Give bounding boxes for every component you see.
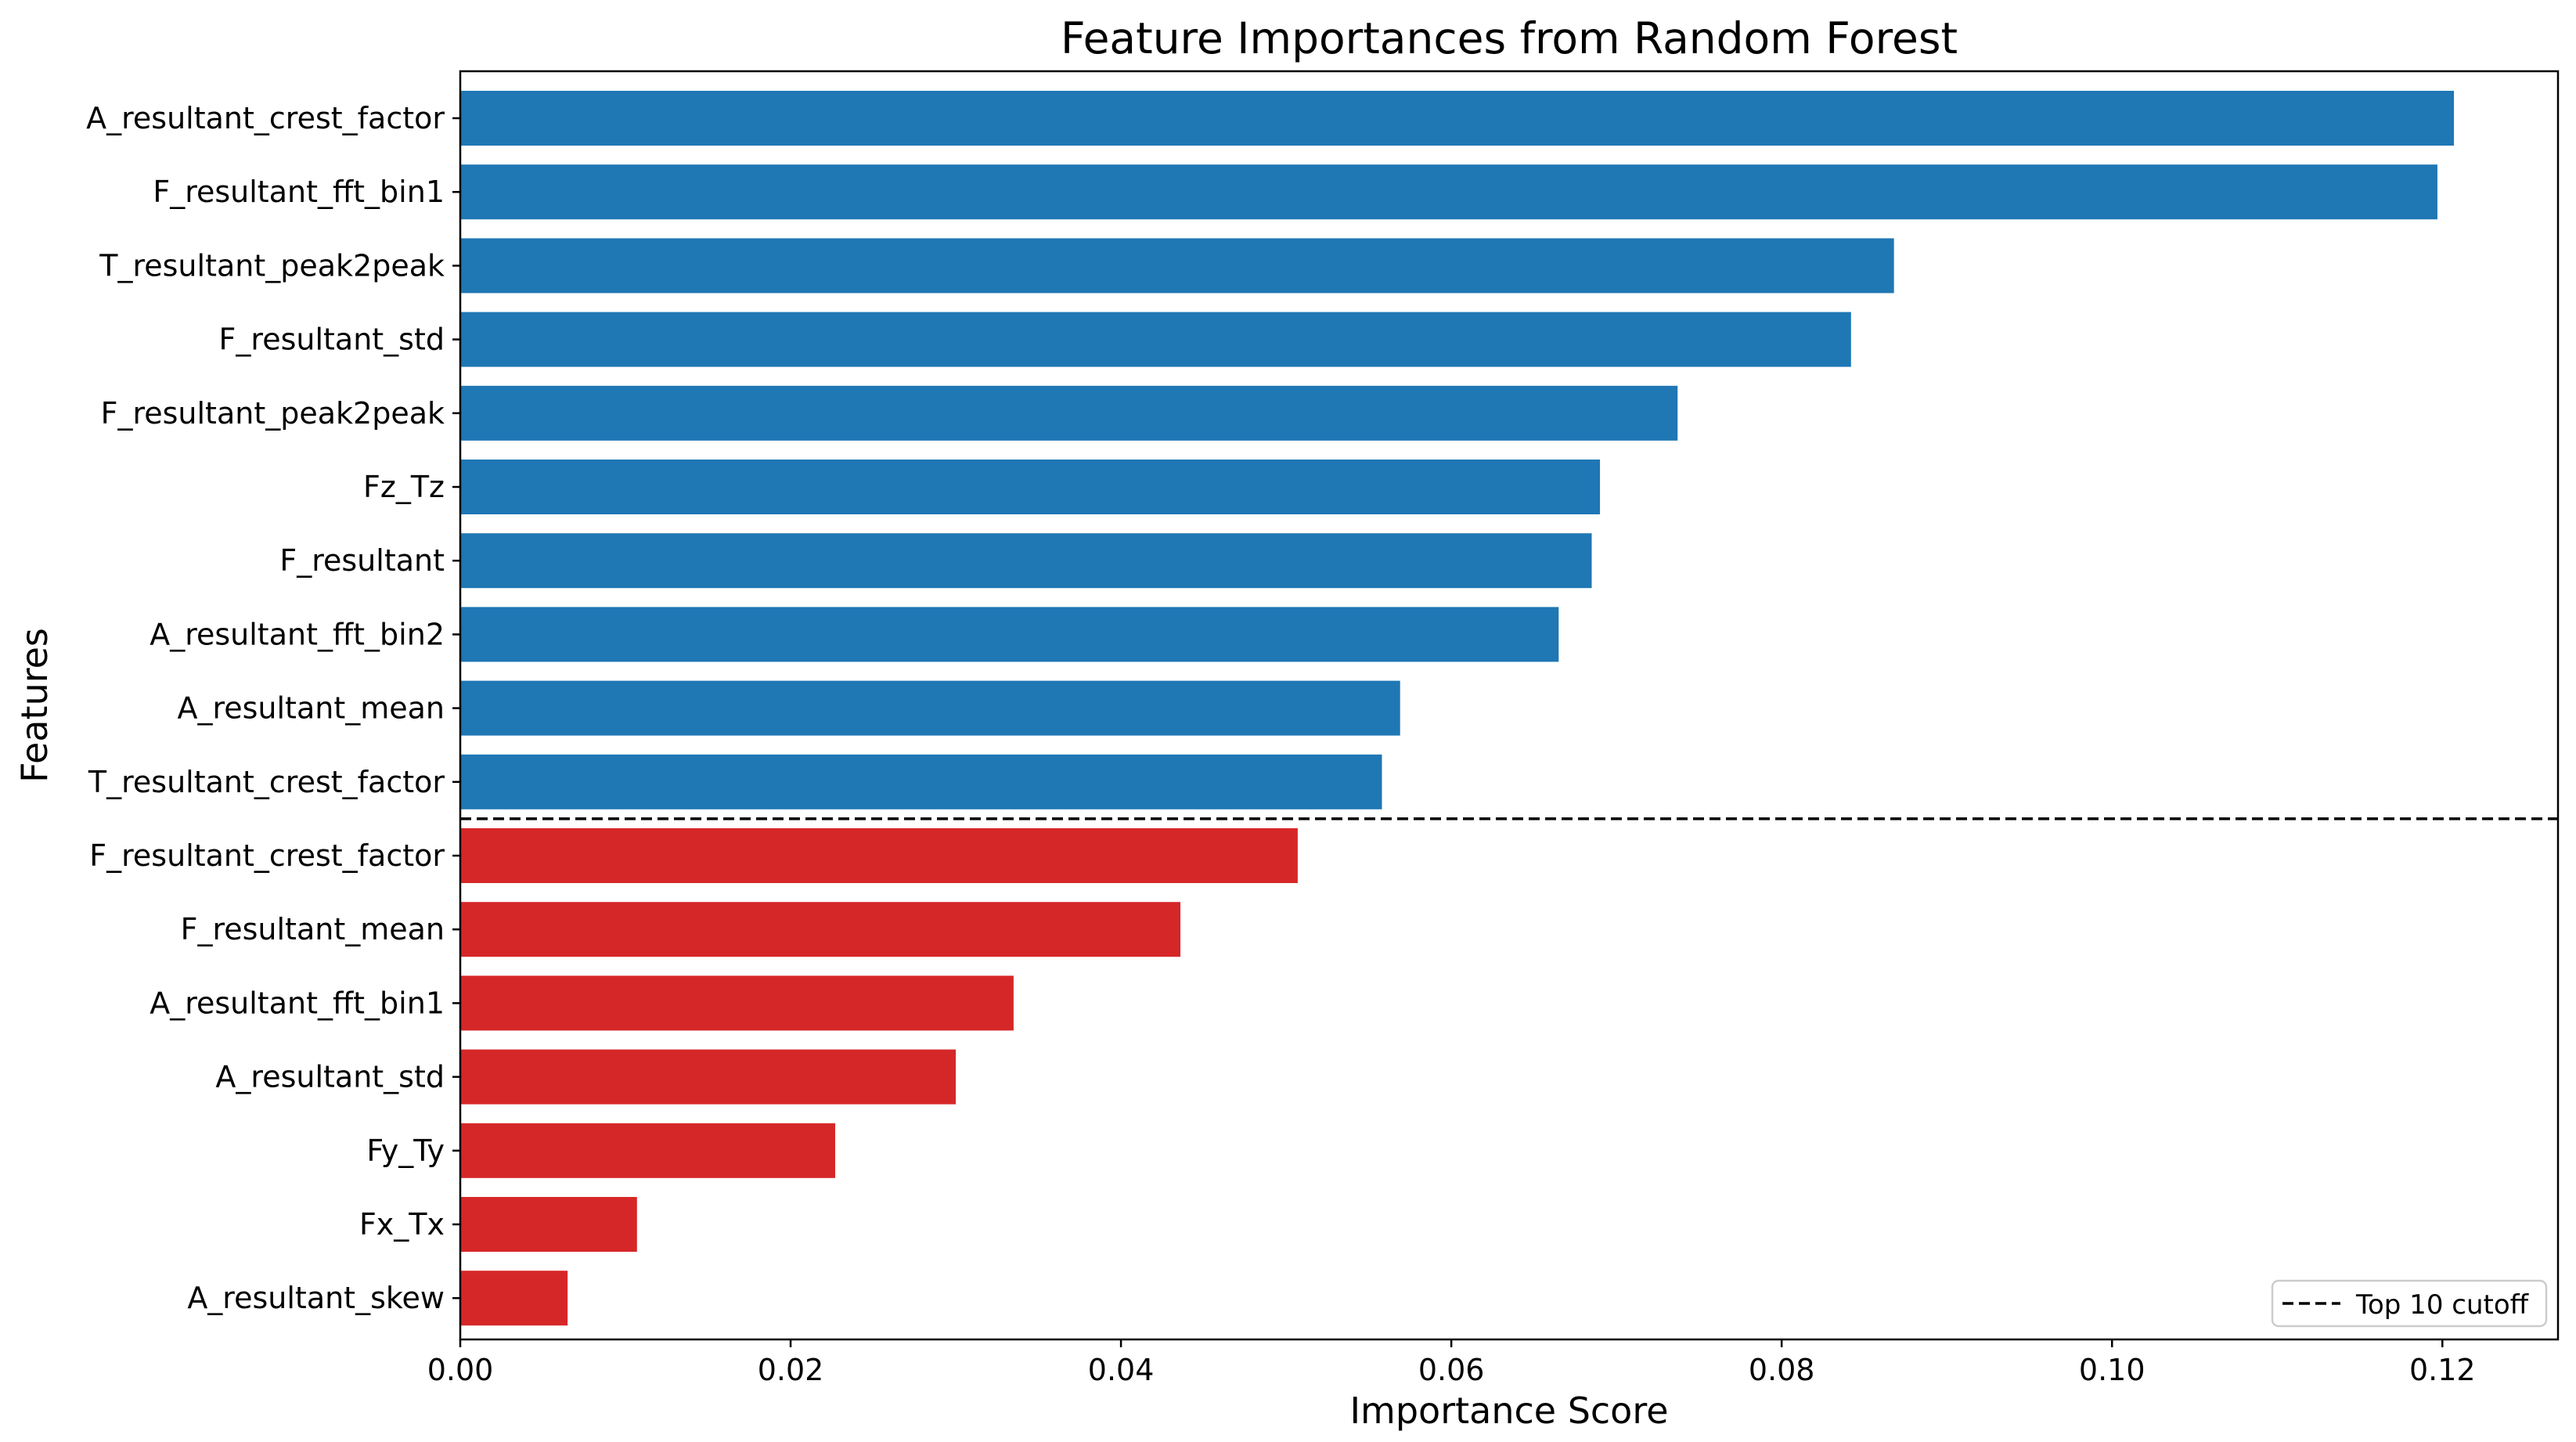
legend-box <box>2271 1279 2548 1328</box>
bars-layer <box>460 91 2455 1326</box>
legend-label: Top 10 cutoff <box>2355 1289 2530 1321</box>
category-labels: A_resultant_crest_factor F_resultant_fft_… <box>86 101 460 1315</box>
y-tick-label-a-resultant-fft-bin2: A_resultant_fft_bin2 <box>150 617 445 651</box>
chart-title: Feature Importances from Random Forest <box>1061 13 1958 63</box>
x-tick-label: 0.06 <box>1418 1353 1485 1387</box>
y-tick-label-f-resultant-fft-bin1: F_resultant_fft_bin1 <box>153 175 445 209</box>
x-tick-label: 0.08 <box>1749 1353 1815 1387</box>
y-tick-label-f-resultant-std: F_resultant_std <box>219 323 445 357</box>
x-axis-ticks: 0.00 0.02 0.04 0.06 0.08 0.10 0.12 <box>427 1339 2476 1387</box>
x-axis-label: Importance Score <box>1349 1390 1668 1432</box>
y-tick-label-a-resultant-skew: A_resultant_skew <box>187 1281 445 1315</box>
bar-t-resultant-crest-factor <box>460 754 1382 809</box>
bar-a-resultant-mean <box>460 680 1400 736</box>
y-tick-label-t-resultant-peak2peak: T_resultant_peak2peak <box>99 248 445 283</box>
bar-a-resultant-fft-bin2 <box>460 607 1559 662</box>
bar-f-resultant-peak2peak <box>460 385 1678 441</box>
y-tick-label-t-resultant-crest-factor: T_resultant_crest_factor <box>88 765 445 799</box>
y-tick-label-f-resultant-crest-factor: F_resultant_crest_factor <box>89 838 445 873</box>
bar-f-resultant-fft-bin1 <box>460 164 2437 220</box>
y-tick-label-a-resultant-crest-factor: A_resultant_crest_factor <box>86 101 445 135</box>
x-tick-label: 0.00 <box>427 1353 494 1387</box>
y-tick-label-f-resultant-peak2peak: F_resultant_peak2peak <box>101 396 445 431</box>
bar-f-resultant-crest-factor <box>460 828 1298 883</box>
y-tick-label-a-resultant-mean: A_resultant_mean <box>177 691 445 726</box>
x-tick-label: 0.10 <box>2079 1353 2145 1387</box>
y-tick-label-f-resultant-mean: F_resultant_mean <box>181 912 445 946</box>
bar-t-resultant-peak2peak <box>460 238 1894 294</box>
y-tick-label-fx-tx: Fx_Tx <box>359 1207 445 1242</box>
y-tick-label-f-resultant: F_resultant <box>279 543 445 578</box>
bar-a-resultant-crest-factor <box>460 91 2455 146</box>
y-axis-label: Features <box>13 628 56 783</box>
bar-a-resultant-skew <box>460 1271 568 1326</box>
bar-f-resultant-mean <box>460 902 1181 957</box>
y-tick-label-a-resultant-fft-bin1: A_resultant_fft_bin1 <box>150 986 445 1020</box>
bar-a-resultant-std <box>460 1049 957 1105</box>
plot-frame <box>459 70 2560 1341</box>
bar-fy-ty <box>460 1123 836 1178</box>
x-tick-label: 0.02 <box>758 1353 824 1387</box>
y-tick-label-a-resultant-std: A_resultant_std <box>215 1060 445 1094</box>
bar-f-resultant <box>460 533 1592 589</box>
bar-fx-tx <box>460 1197 637 1252</box>
legend: Top 10 cutoff <box>2271 1279 2548 1328</box>
y-tick-label-fy-ty: Fy_Ty <box>366 1134 445 1168</box>
y-tick-label-fz-tz: Fz_Tz <box>363 470 445 504</box>
bar-a-resultant-fft-bin1 <box>460 975 1014 1031</box>
x-tick-label: 0.12 <box>2409 1353 2476 1387</box>
bar-fz-tz <box>460 460 1601 514</box>
bar-f-resultant-std <box>460 312 1851 367</box>
x-tick-label: 0.04 <box>1088 1353 1155 1387</box>
